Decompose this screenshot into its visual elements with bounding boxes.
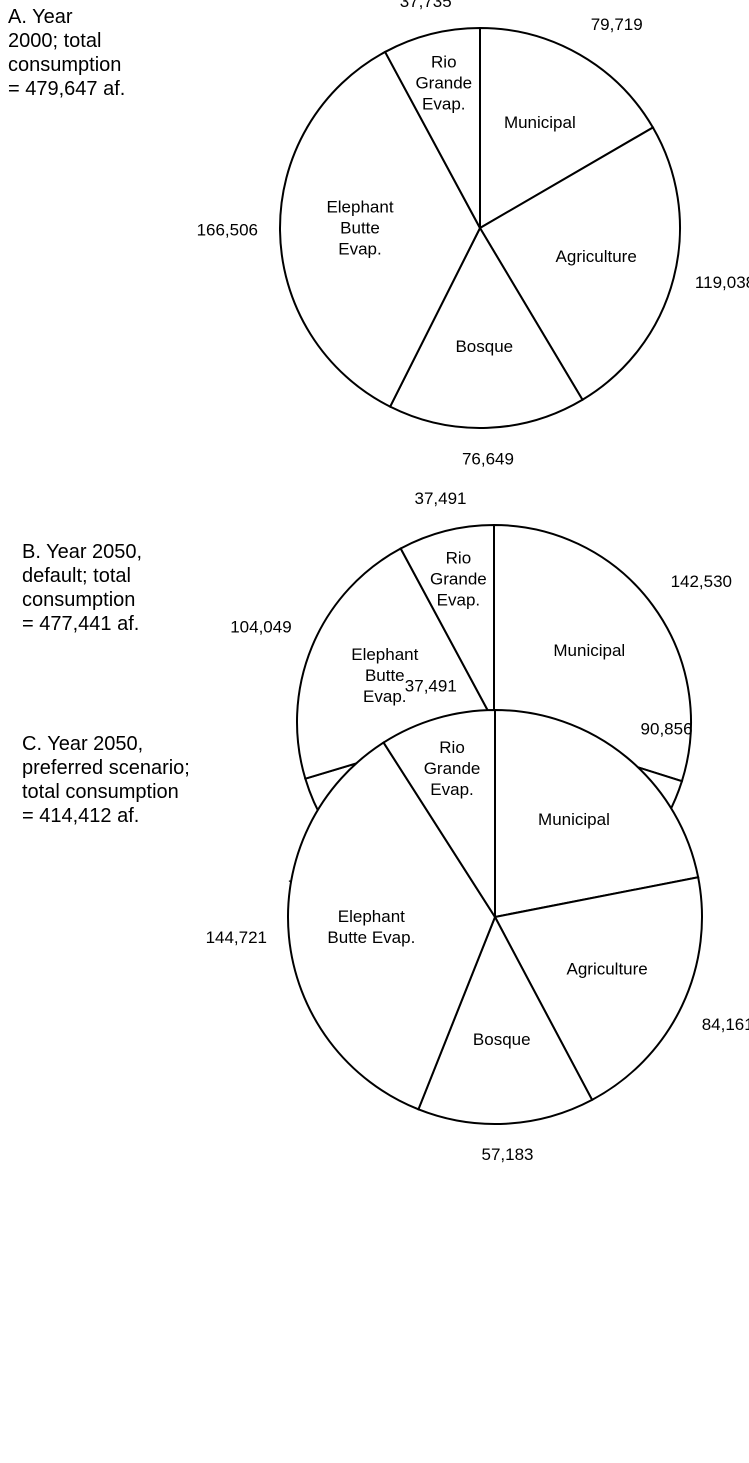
value-label: 142,530	[671, 572, 732, 591]
value-label: 144,721	[206, 928, 267, 947]
pie-slice	[399, 523, 495, 723]
value-label: 37,491	[415, 489, 467, 508]
slice-label: Bosque	[473, 1030, 531, 1049]
value-label: 76,649	[462, 449, 514, 468]
slice-label: Rio Grande Evap.	[424, 738, 481, 799]
slice-label: Municipal	[553, 642, 625, 661]
pie-slice	[493, 876, 703, 1102]
slice-label: Elephant Butte Evap.	[326, 198, 393, 259]
pie-slice	[287, 741, 497, 1111]
pie-slice	[383, 26, 481, 229]
slice-label: Elephant Butte Evap.	[327, 908, 415, 948]
slice-label: Elephant Butte Evap.	[351, 645, 418, 706]
slice-label: Agriculture	[556, 248, 637, 267]
pie-slice	[494, 708, 700, 919]
value-label: 104,049	[230, 618, 291, 637]
slice-label: Rio Grande Evap.	[430, 549, 487, 610]
pie-slice	[388, 225, 584, 429]
value-label: 119,038	[695, 273, 749, 292]
slice-label: Rio Grande Evap.	[415, 53, 472, 114]
value-label: 166,506	[197, 221, 258, 240]
slice-label: Municipal	[538, 811, 610, 830]
value-label: 90,856	[641, 720, 693, 739]
chart-title: B. Year 2050, default; total consumption = …	[22, 541, 142, 635]
pie-slice	[478, 126, 681, 402]
value-label: 84,161	[702, 1015, 749, 1034]
chart-title: A. Year 2000; total consumption = 479,647 a…	[8, 6, 125, 100]
slice-label: Bosque	[455, 337, 513, 356]
value-label: 79,719	[591, 15, 643, 34]
slice-label: Municipal	[504, 113, 576, 132]
pie-slice	[279, 50, 482, 409]
value-label: 37,735	[400, 0, 452, 11]
slice-label: Agriculture	[566, 960, 647, 979]
pie-slice	[479, 26, 655, 230]
pie-slice	[382, 708, 496, 921]
value-label: 37,491	[405, 677, 457, 696]
chart-title: C. Year 2050, preferred scenario; total co…	[22, 733, 190, 827]
pie-slice	[417, 914, 594, 1125]
value-label: 57,183	[481, 1145, 533, 1164]
